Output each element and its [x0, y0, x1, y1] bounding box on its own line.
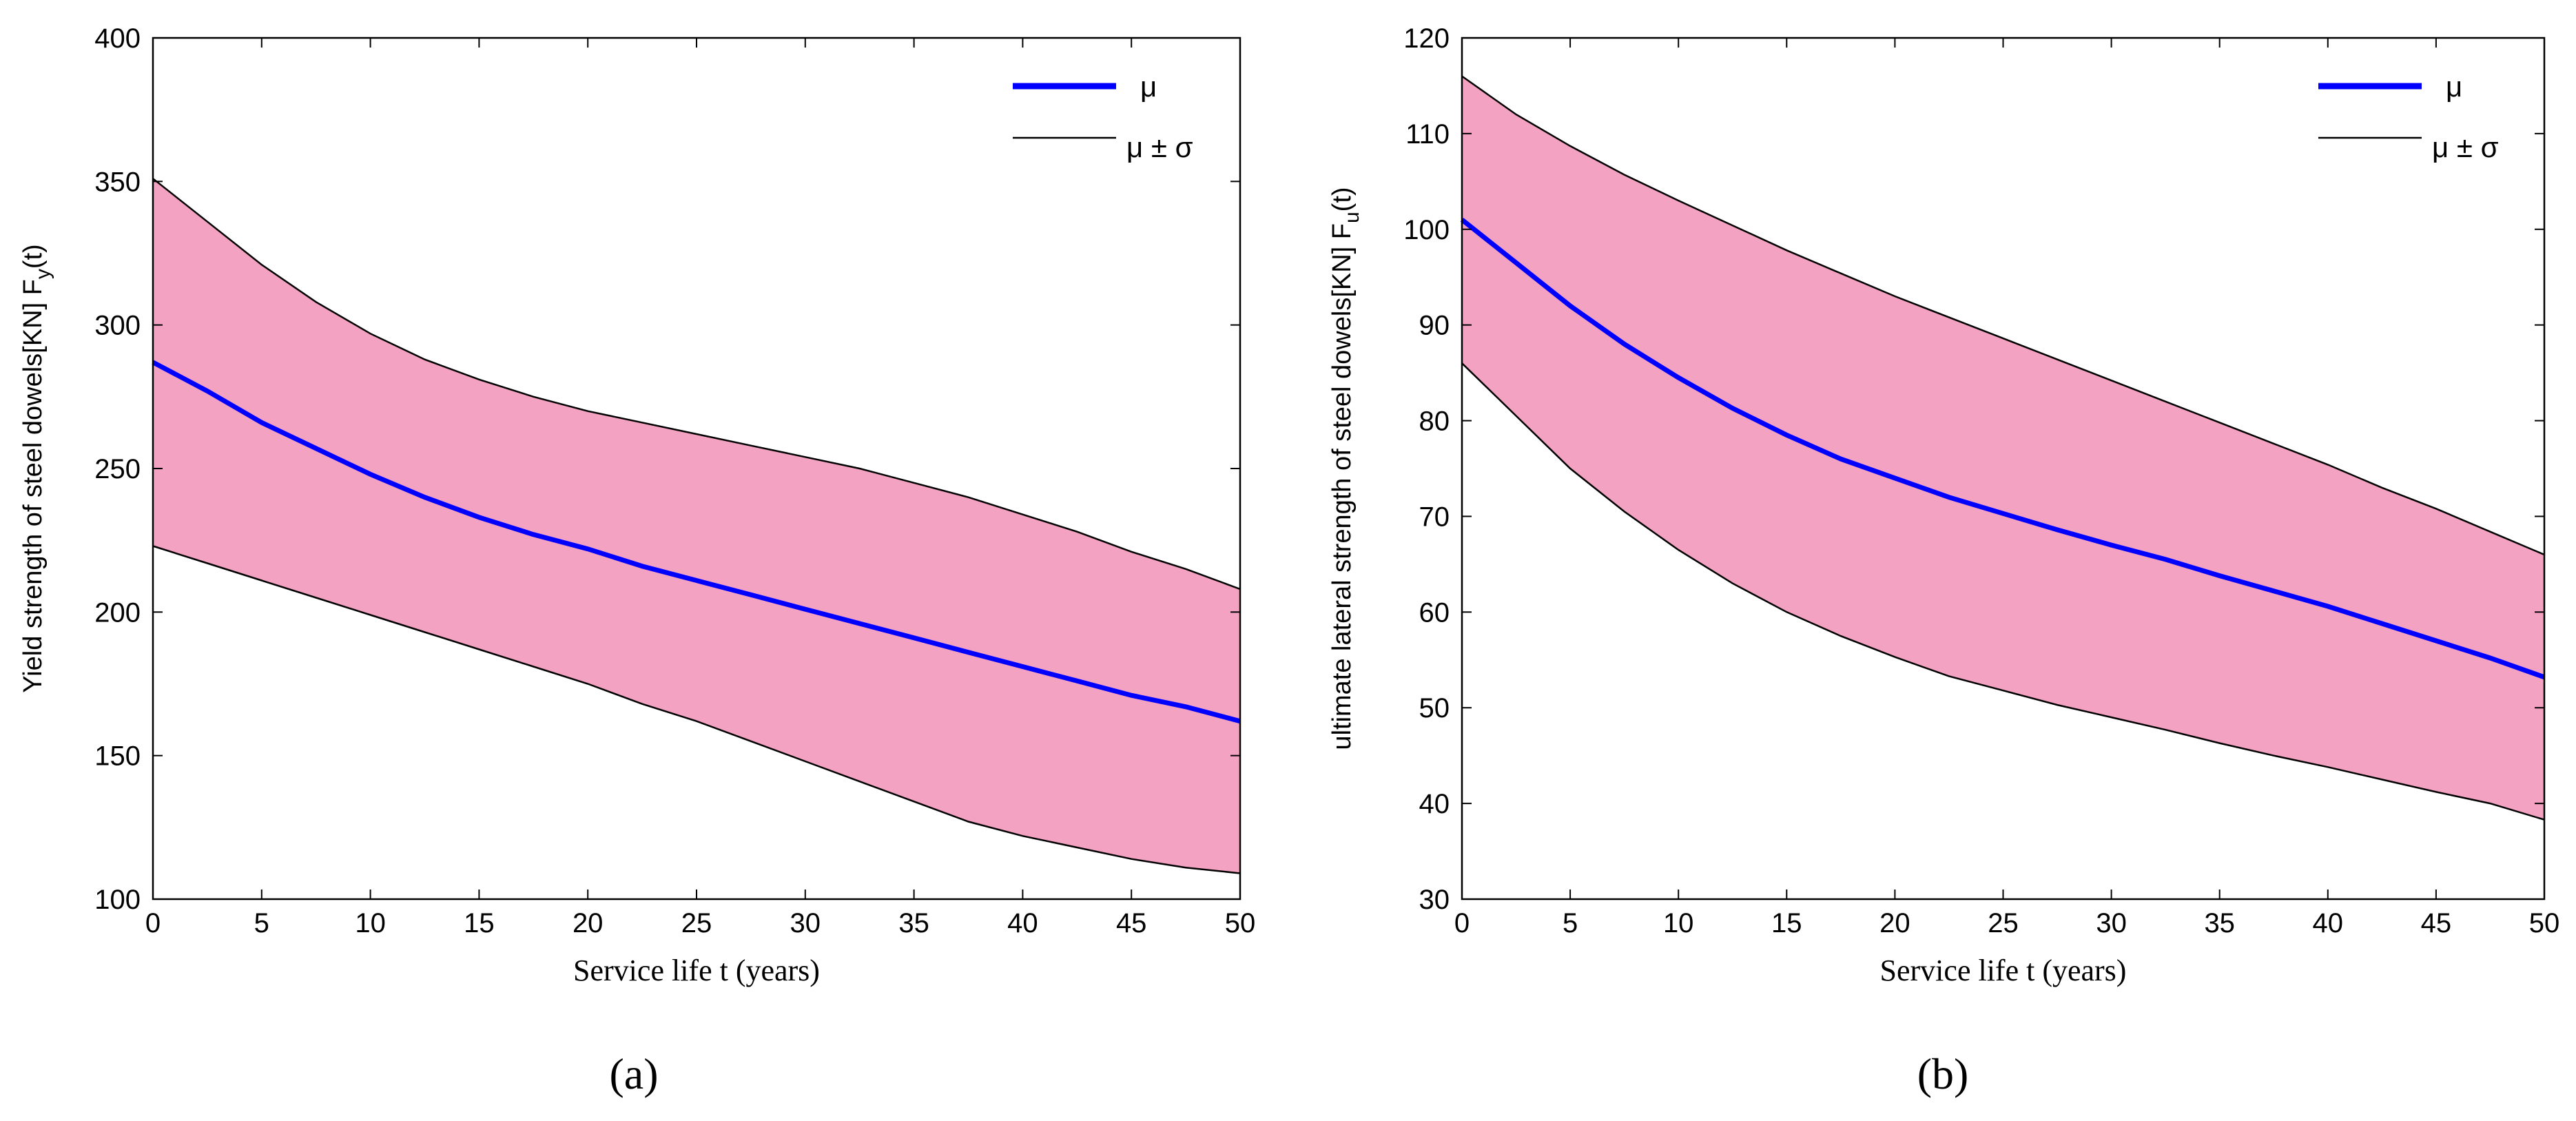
y-tick-label: 150 [94, 741, 141, 772]
x-axis-label: Service life t (years) [1880, 954, 2127, 987]
upper-sigma-line [1461, 75, 2545, 556]
y-tick-label: 60 [1419, 597, 1450, 628]
x-tick-label: 20 [1879, 908, 1910, 938]
x-tick-label: 30 [790, 908, 821, 938]
chart-panel-a: 0 5 10 15 20 25 30 35 40 45 50 100 150 200 250 300 350 40… [19, 23, 1255, 1098]
x-tick-label: 40 [2313, 908, 2344, 938]
legend-mean-label: μ [1140, 70, 1157, 103]
y-tick-label: 40 [1419, 789, 1450, 819]
y-tick-label: 350 [94, 167, 141, 197]
x-tick-label: 5 [254, 908, 269, 938]
x-tick-label: 5 [1563, 908, 1578, 938]
y-axis-label-tail: (t) [1328, 187, 1357, 212]
y-axis-label-main: Yield strength of steel dowels[KN] F [19, 279, 48, 693]
y-tick-label: 120 [1403, 23, 1450, 54]
x-tick-label: 0 [145, 908, 161, 938]
y-tick-label: 30 [1419, 885, 1450, 915]
x-axis-label: Service life t (years) [573, 954, 820, 987]
legend-sigma-label: μ ± σ [2432, 131, 2499, 163]
x-tick-label: 10 [1663, 908, 1694, 938]
y-tick-label: 50 [1419, 693, 1450, 723]
legend-sigma-label: μ ± σ [1126, 131, 1193, 163]
y-tick-label: 110 [1405, 119, 1450, 150]
x-tick-label: 35 [898, 908, 929, 938]
mean-line [152, 360, 1241, 724]
y-axis-label-subscript: u [1341, 212, 1363, 223]
x-tick-label: 45 [2421, 908, 2452, 938]
lower-sigma-line [152, 545, 1241, 874]
x-tick-label: 15 [1771, 908, 1802, 938]
x-tick-label: 20 [573, 908, 604, 938]
y-axis-label-main: ultimate lateral strength of steel dowel… [1328, 223, 1357, 750]
x-tick-label: 0 [1454, 908, 1470, 938]
x-tick-label: 35 [2204, 908, 2235, 938]
y-axis-label-subscript: y [32, 269, 54, 279]
legend: μ μ ± σ [1013, 70, 1193, 163]
upper-sigma-line [152, 178, 1241, 590]
y-axis-label-tail: (t) [19, 244, 48, 269]
x-tick-label: 50 [1225, 908, 1256, 938]
y-tick-label: 70 [1419, 502, 1450, 532]
y-axis-label: Yield strength of steel dowels[KN] Fy(t) [19, 244, 54, 692]
sigma-band [153, 178, 1240, 874]
y-tick-label: 200 [94, 597, 141, 628]
x-tick-label: 15 [464, 908, 495, 938]
y-tick-label: 400 [94, 23, 141, 54]
y-tick-label: 100 [94, 885, 141, 915]
mean-line [1460, 218, 2546, 680]
x-tick-label: 40 [1007, 908, 1038, 938]
x-tick-label: 25 [1988, 908, 2019, 938]
x-tick-label: 10 [355, 908, 386, 938]
legend: μ μ ± σ [2318, 70, 2499, 163]
panel-label: (b) [1917, 1049, 1969, 1098]
y-axis-label: ultimate lateral strength of steel dowel… [1328, 187, 1363, 750]
y-tick-label: 90 [1419, 311, 1450, 341]
legend-mean-label: μ [2446, 70, 2462, 103]
x-tick-label: 30 [2096, 908, 2127, 938]
y-tick-label: 100 [1403, 215, 1450, 245]
lower-sigma-line [1461, 362, 2545, 821]
y-tick-label: 300 [94, 311, 141, 341]
chart-panel-b: 0 5 10 15 20 25 30 35 40 45 50 30 40 50 60 70 80 90 100 110… [1328, 23, 2559, 1098]
sigma-band [1462, 76, 2544, 820]
x-tick-label: 45 [1116, 908, 1147, 938]
panel-label: (a) [609, 1049, 658, 1098]
x-tick-label: 50 [2529, 908, 2560, 938]
y-tick-label: 250 [94, 454, 141, 484]
y-tick-label: 80 [1419, 407, 1450, 437]
x-tick-label: 25 [681, 908, 712, 938]
